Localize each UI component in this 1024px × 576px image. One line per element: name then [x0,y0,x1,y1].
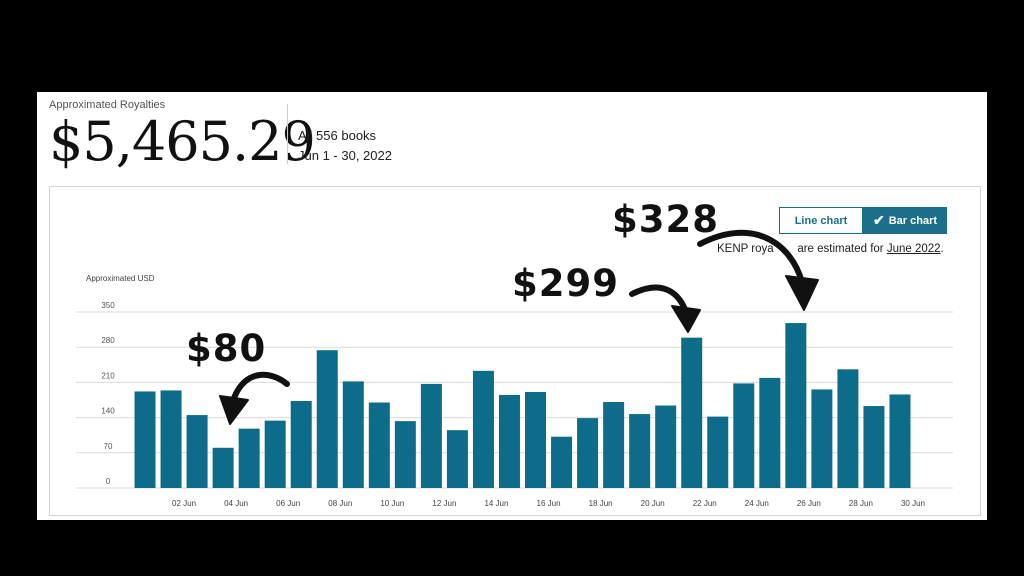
arrow-328-head [785,275,819,311]
x-tick-label: 20 Jun [641,499,665,508]
bar [290,401,312,488]
y-tick-label: 0 [106,477,111,486]
bar [655,405,677,488]
bar [212,447,234,488]
bar [238,428,260,488]
x-tick-label: 30 Jun [901,499,925,508]
check-icon: ✔ [872,212,885,228]
bar [889,394,911,488]
x-tick-label: 28 Jun [849,499,873,508]
x-tick-label: 10 Jun [380,499,404,508]
y-tick-label: 280 [101,336,115,345]
x-tick-label: 04 Jun [224,499,248,508]
bar [525,391,547,488]
june-2022-link[interactable]: June 2022 [886,243,941,255]
bar [368,402,390,488]
bar [420,383,442,488]
x-tick-label: 18 Jun [589,499,613,508]
bar [811,389,833,488]
x-tick-label: 14 Jun [484,499,508,508]
bar [681,337,703,488]
bar [316,350,338,488]
bar [603,402,625,488]
arrow-299 [629,284,689,315]
books-count: All 556 books [298,128,377,143]
bar [160,390,182,488]
bar [837,369,859,488]
bar [551,436,573,488]
bar [707,416,729,488]
bar-chart-button[interactable]: ✔ Bar chart [863,207,947,234]
bar [134,391,156,488]
y-axis-label: Approximated USD [86,274,155,283]
bar [498,394,520,488]
y-tick-label: 350 [101,301,115,310]
x-tick-label: 06 Jun [276,499,300,508]
bar-chart-label: Bar chart [888,214,938,227]
y-tick-label: 210 [101,371,115,380]
chart-type-toggle: Line chart ✔ Bar chart [779,207,947,234]
x-tick-label: 24 Jun [745,499,769,508]
royalties-amount: $5,465.29 [49,110,316,173]
arrow-80-head [219,395,249,425]
x-tick-label: 02 Jun [172,499,196,508]
kenp-notice-end: . [940,243,944,255]
x-tick-label: 26 Jun [797,499,821,508]
y-tick-label: 70 [104,442,113,451]
annotation-328: $328 [612,198,719,241]
kenp-notice-prefix: KENP roya [717,243,774,255]
annotation-299: $299 [512,262,619,305]
x-tick-label: 12 Jun [432,499,456,508]
date-range: Jun 1 - 30, 2022 [298,148,392,163]
bar [342,381,364,488]
bar [264,420,286,488]
arrow-328 [697,229,805,285]
line-chart-button[interactable]: Line chart [779,207,863,234]
x-tick-label: 22 Jun [693,499,717,508]
x-tick-label: 16 Jun [537,499,561,508]
bar [863,406,885,488]
royalties-label: Approximated Royalties [49,99,166,111]
annotation-80: $80 [186,327,267,370]
kenp-notice: KENP royalties are estimated for June 20… [717,243,944,255]
header-divider [287,104,288,164]
y-tick-label: 140 [101,407,115,416]
bar [733,383,755,488]
bar [446,430,468,488]
arrow-299-head [671,305,701,333]
x-tick-label: 08 Jun [328,499,352,508]
arrow-80 [231,371,290,401]
bar [759,377,781,488]
bar [472,370,494,488]
bar [785,323,807,488]
kenp-notice-suffix: are estimated for [794,243,887,255]
bar [577,418,599,488]
bar [394,421,416,488]
bar [629,414,651,488]
bar [186,415,208,488]
